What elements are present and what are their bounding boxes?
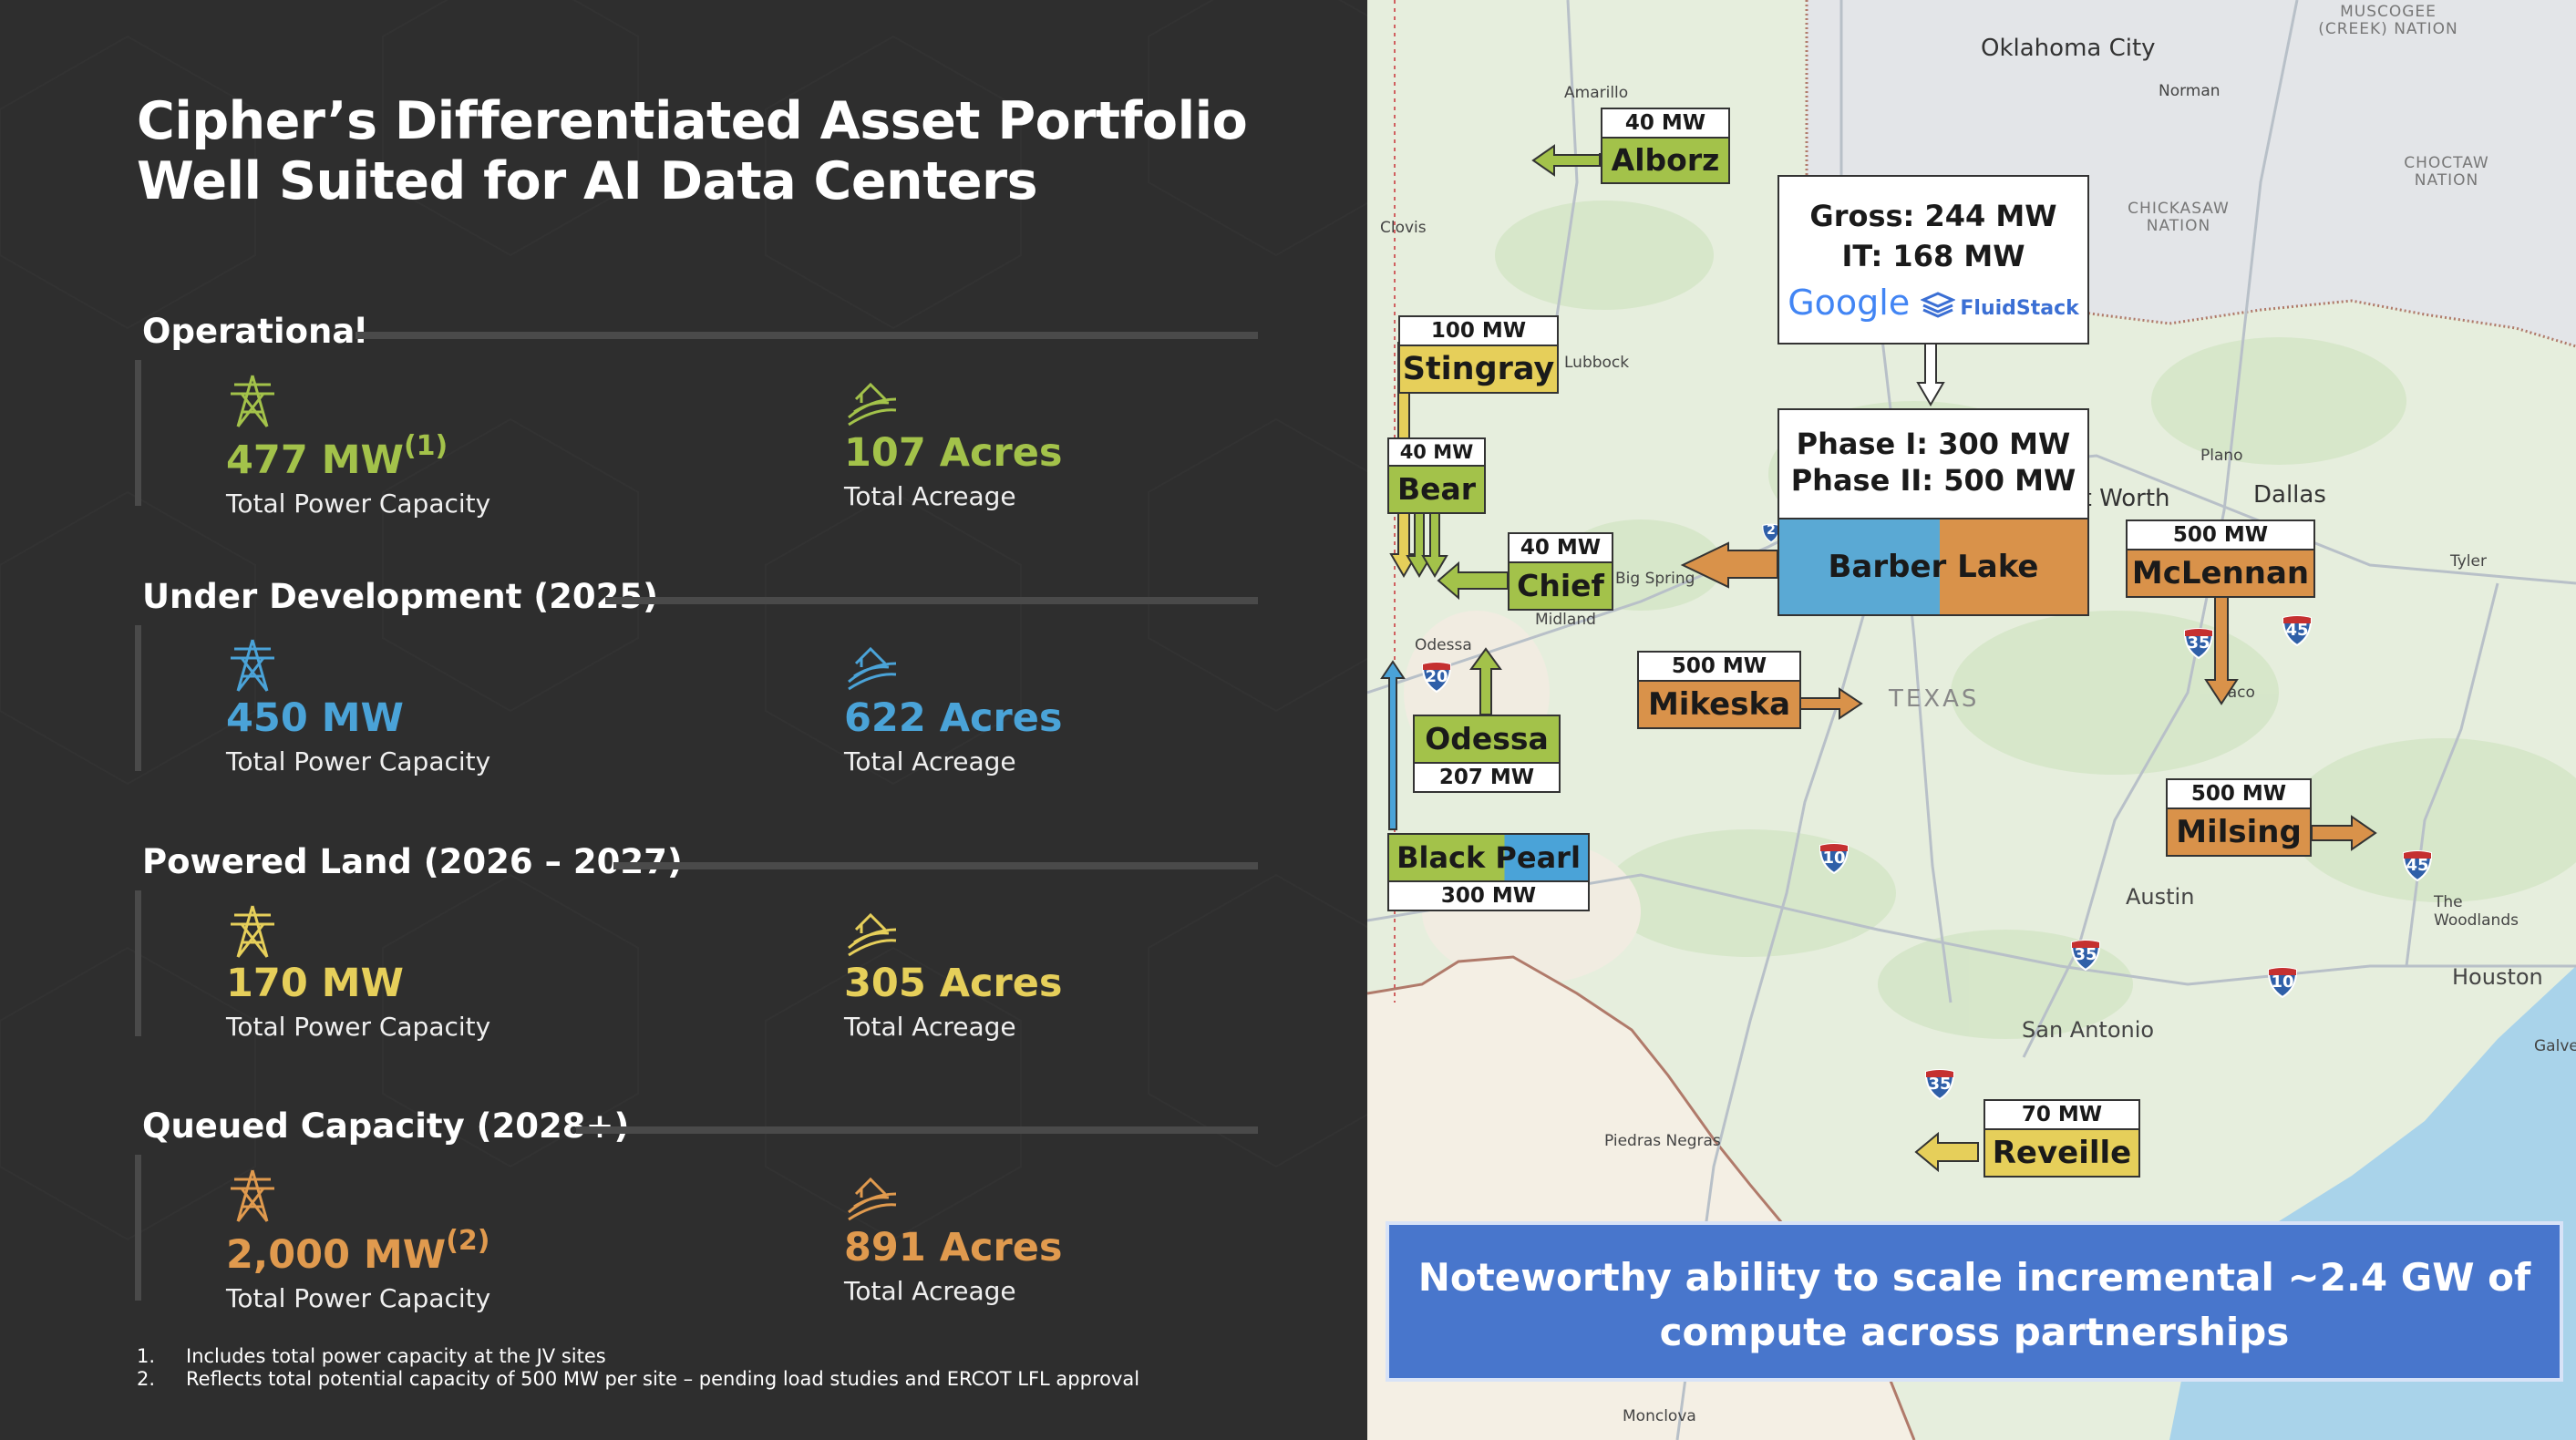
stat-powered-land-acres: 305 Acres Total Acreage bbox=[844, 961, 1063, 1042]
site-mikeska[interactable]: Mikeska bbox=[1637, 680, 1801, 729]
interstate-shield: 45 bbox=[2281, 614, 2313, 647]
callout-banner: Noteworthy ability to scale incremental … bbox=[1386, 1221, 2563, 1382]
label-choctaw-nation: CHOCTAW NATION bbox=[2404, 154, 2489, 190]
interstate-shield: 35 bbox=[2069, 939, 2102, 972]
interstate-shield: 10 bbox=[2266, 966, 2299, 999]
site-mclennan[interactable]: McLennan bbox=[2126, 549, 2315, 598]
site-alborz[interactable]: Alborz bbox=[1601, 137, 1730, 184]
interstate-shield: 20 bbox=[1420, 661, 1453, 694]
stat-operational-mw: 477 MW(1) Total Power Capacity bbox=[226, 430, 491, 519]
city-norman: Norman bbox=[2159, 82, 2221, 100]
acreage-icon bbox=[848, 382, 897, 427]
section-divider bbox=[605, 597, 1258, 604]
city-houston: Houston bbox=[2452, 964, 2543, 990]
city-amarillo: Amarillo bbox=[1564, 84, 1629, 102]
city-midland: Midland bbox=[1535, 611, 1596, 629]
fluidstack-logo: FluidStack bbox=[1960, 297, 2079, 320]
site-odessa-capacity: 207 MW bbox=[1413, 762, 1561, 793]
stat-queued-acres: 891 Acres Total Acreage bbox=[844, 1225, 1063, 1306]
site-chief[interactable]: Chief bbox=[1508, 561, 1613, 611]
city-austin: Austin bbox=[2126, 884, 2195, 910]
section-divider bbox=[576, 1126, 1258, 1134]
site-bear[interactable]: Bear bbox=[1387, 465, 1486, 514]
fluidstack-icon bbox=[1920, 292, 1956, 318]
footnote-2: 2. Reflects total potential capacity of 5… bbox=[137, 1368, 1140, 1390]
label-chickasaw-nation: CHICKASAW NATION bbox=[2128, 200, 2230, 235]
city-big-spring: Big Spring bbox=[1615, 570, 1695, 588]
power-tower-icon bbox=[231, 375, 274, 427]
city-san-antonio: San Antonio bbox=[2022, 1017, 2155, 1043]
stat-development-acres: 622 Acres Total Acreage bbox=[844, 695, 1063, 777]
stat-development-mw: 450 MW Total Power Capacity bbox=[226, 695, 491, 777]
section-heading-powered-land: Powered Land (2026 – 2027) bbox=[142, 842, 683, 881]
site-odessa[interactable]: Odessa bbox=[1413, 715, 1561, 764]
barber-lake-phases: Phase I: 300 MW Phase II: 500 MW bbox=[1777, 408, 2089, 521]
city-monclova: Monclova bbox=[1623, 1407, 1696, 1425]
city-odessa: Odessa bbox=[1415, 636, 1472, 654]
footnote-1: 1. Includes total power capacity at the J… bbox=[137, 1345, 606, 1367]
stat-operational-acres: 107 Acres Total Acreage bbox=[844, 430, 1063, 511]
site-reveille[interactable]: Reveille bbox=[1984, 1128, 2140, 1178]
site-alborz-capacity: 40 MW bbox=[1601, 108, 1730, 139]
site-stingray-capacity: 100 MW bbox=[1398, 315, 1559, 346]
power-tower-icon bbox=[231, 1169, 274, 1222]
site-bear-capacity: 40 MW bbox=[1387, 437, 1486, 467]
site-milsing[interactable]: Milsing bbox=[2166, 807, 2312, 857]
power-tower-icon bbox=[231, 639, 274, 692]
label-texas: TEXAS bbox=[1889, 685, 1980, 713]
section-bar bbox=[135, 890, 141, 1036]
city-the-woodlands-2: Woodlands bbox=[2434, 911, 2519, 930]
section-bar bbox=[135, 625, 141, 771]
page-title: Cipher’s Differentiated Asset Portfolio … bbox=[137, 91, 1248, 211]
site-mikeska-capacity: 500 MW bbox=[1637, 651, 1801, 682]
section-heading-operational: Operational bbox=[142, 312, 367, 351]
acreage-icon bbox=[848, 646, 897, 691]
site-barber-lake[interactable]: Barber Lake bbox=[1777, 518, 2089, 616]
city-dallas: Dallas bbox=[2253, 481, 2326, 509]
section-heading-under-development: Under Development (2025) bbox=[142, 577, 659, 616]
city-waco: Waco bbox=[2213, 684, 2255, 702]
city-clovis: Clovis bbox=[1380, 219, 1427, 237]
google-logo: Google bbox=[1788, 283, 1911, 323]
stat-queued-mw: 2,000 MW(2) Total Power Capacity bbox=[226, 1225, 491, 1313]
interstate-shield: 35 bbox=[1923, 1068, 1956, 1101]
section-bar bbox=[135, 1155, 141, 1301]
stat-powered-land-mw: 170 MW Total Power Capacity bbox=[226, 961, 491, 1042]
label-muscogee-nation: MUSCOGEE (CREEK) NATION bbox=[2318, 3, 2458, 38]
section-divider bbox=[613, 862, 1258, 869]
acreage-icon bbox=[848, 912, 897, 957]
power-tower-icon bbox=[231, 905, 274, 958]
section-divider bbox=[355, 332, 1258, 339]
section-heading-queued-capacity: Queued Capacity (2028+) bbox=[142, 1106, 630, 1146]
city-tyler: Tyler bbox=[2450, 552, 2487, 571]
site-mclennan-capacity: 500 MW bbox=[2126, 519, 2315, 550]
city-the-woodlands-1: The bbox=[2434, 893, 2463, 911]
site-black-pearl-capacity: 300 MW bbox=[1387, 880, 1590, 911]
interstate-shield: 10 bbox=[1818, 842, 1850, 875]
city-piedras-negras: Piedras Negras bbox=[1604, 1132, 1721, 1150]
site-chief-capacity: 40 MW bbox=[1508, 532, 1613, 563]
site-black-pearl[interactable]: Black Pearl bbox=[1387, 833, 1590, 882]
partner-box: Gross: 244 MW IT: 168 MW Google FluidSta… bbox=[1777, 175, 2089, 345]
acreage-icon bbox=[848, 1177, 897, 1221]
city-lubbock: Lubbock bbox=[1564, 354, 1630, 372]
city-galveston: Galves bbox=[2534, 1037, 2576, 1055]
interstate-shield: 45 bbox=[2401, 849, 2434, 882]
site-reveille-capacity: 70 MW bbox=[1984, 1099, 2140, 1130]
site-milsing-capacity: 500 MW bbox=[2166, 778, 2312, 809]
site-stingray[interactable]: Stingray bbox=[1398, 345, 1559, 394]
city-plano: Plano bbox=[2200, 447, 2243, 465]
interstate-shield: 35 bbox=[2182, 627, 2215, 660]
hex-background-pattern bbox=[0, 0, 1367, 1440]
section-bar bbox=[135, 360, 141, 506]
portfolio-panel: Cipher’s Differentiated Asset Portfolio … bbox=[0, 0, 1367, 1440]
city-oklahoma-city: Oklahoma City bbox=[1981, 35, 2156, 62]
